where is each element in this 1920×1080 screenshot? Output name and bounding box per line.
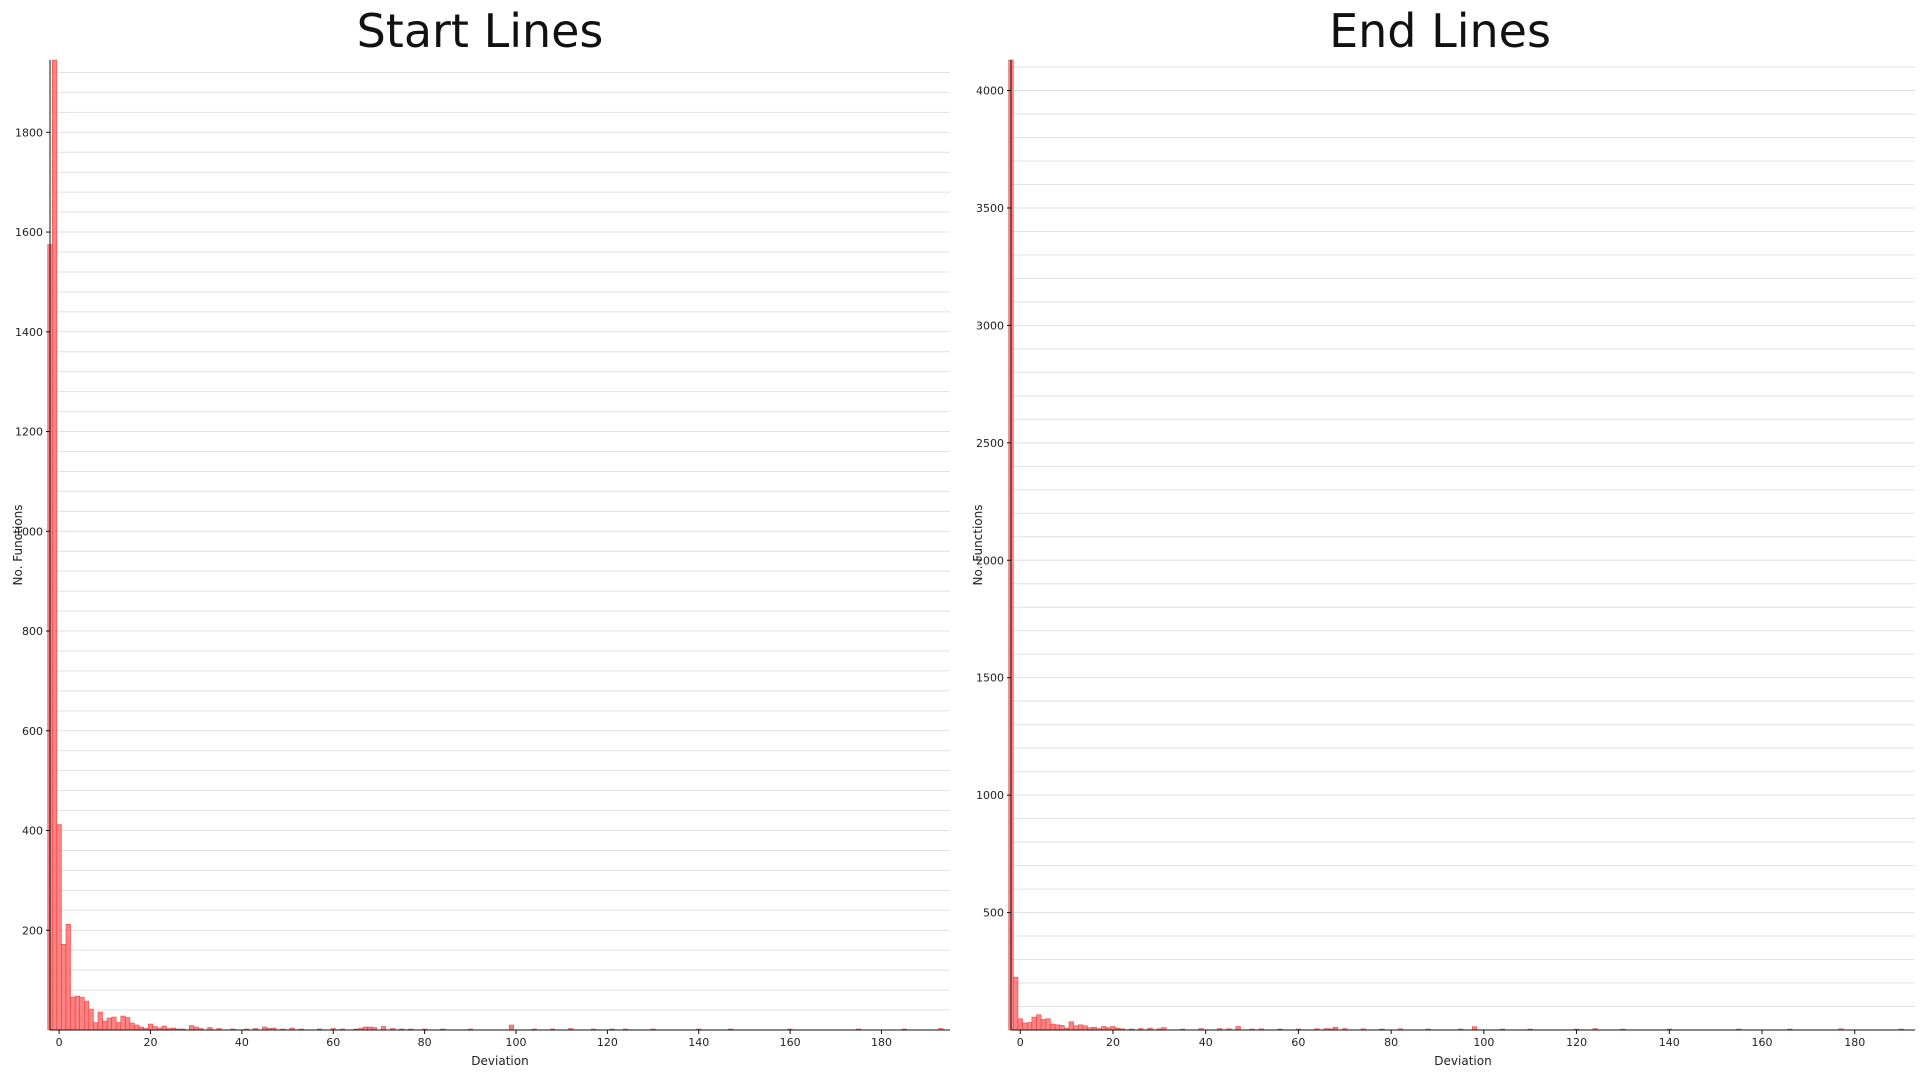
- histogram-bar: [93, 1022, 99, 1031]
- histogram-bar: [161, 1025, 167, 1031]
- y-tick-label: 1600: [15, 226, 43, 239]
- histogram-bar: [65, 924, 71, 1031]
- histogram-bar: [134, 1024, 140, 1031]
- histogram-bar: [79, 996, 85, 1031]
- y-axis-label: No. Functions: [11, 504, 25, 585]
- x-tick-label: 40: [235, 1036, 249, 1049]
- x-tick-label: 160: [1752, 1036, 1773, 1049]
- chart-title: Start Lines: [356, 4, 604, 58]
- y-tick-label: 1400: [15, 326, 43, 339]
- y-axis-label: No. Functions: [971, 504, 985, 585]
- histogram-bar: [1013, 976, 1019, 1031]
- histogram-bar: [1036, 1014, 1042, 1031]
- x-tick-label: 0: [1017, 1036, 1024, 1049]
- x-tick-label: 180: [1844, 1036, 1865, 1049]
- histogram-bar: [1017, 1018, 1023, 1031]
- histogram-bar: [120, 1015, 126, 1031]
- histogram-bar: [125, 1017, 131, 1031]
- y-tick-label: 1800: [15, 126, 43, 139]
- x-tick-label: 0: [56, 1036, 63, 1049]
- y-tick-label: 400: [22, 825, 43, 838]
- histogram-bar: [189, 1025, 195, 1031]
- x-tick-label: 20: [144, 1036, 158, 1049]
- y-tick-label: 3500: [976, 202, 1004, 215]
- histogram-bar: [1110, 1026, 1116, 1031]
- histogram-bar: [129, 1022, 135, 1031]
- histogram-bar: [152, 1026, 158, 1031]
- start-lines-panel: Start Lines 200 400 600 800 1000 1200 1400 1600…: [11, 4, 950, 1068]
- histogram-bar: [1026, 1022, 1033, 1031]
- y-tick-label: 200: [22, 924, 43, 937]
- x-tick-label: 120: [1566, 1036, 1587, 1049]
- histogram-bar: [508, 1024, 514, 1031]
- x-tick-label: 160: [780, 1036, 801, 1049]
- x-axis-label: Deviation: [1434, 1054, 1491, 1068]
- histogram-bar: [56, 824, 62, 1031]
- x-tick-label: 100: [1473, 1036, 1494, 1049]
- histogram-bar: [115, 1022, 122, 1031]
- y-tick-label: 4000: [976, 85, 1004, 98]
- x-tick-label: 80: [1384, 1036, 1398, 1049]
- y-tick-label: 2000: [976, 554, 1004, 567]
- histogram-bar: [52, 59, 58, 1031]
- x-tick-label: 60: [326, 1036, 340, 1049]
- histogram-bar: [1040, 1019, 1047, 1031]
- histogram-bar: [70, 996, 76, 1031]
- histogram-bar: [1022, 1022, 1028, 1031]
- x-tick-label: 40: [1199, 1036, 1213, 1049]
- histogram-bar: [111, 1016, 117, 1031]
- histogram-bar: [1077, 1024, 1084, 1031]
- y-tick-label: 1000: [976, 789, 1004, 802]
- y-tick-label: 2500: [976, 437, 1004, 450]
- y-tick-label: 600: [22, 725, 43, 738]
- histogram-bar: [106, 1017, 112, 1031]
- x-tick-label: 100: [505, 1036, 526, 1049]
- histogram-bar: [1054, 1024, 1060, 1031]
- y-tick-label: 1000: [15, 525, 43, 538]
- histogram-bar: [1235, 1026, 1241, 1031]
- histogram-bar: [61, 943, 67, 1031]
- y-tick-label: 1200: [15, 426, 43, 439]
- x-tick-label: 120: [597, 1036, 618, 1049]
- y-tick-label: 800: [22, 625, 43, 638]
- histogram-bar: [97, 1011, 103, 1031]
- histogram-bar: [1059, 1025, 1065, 1031]
- x-tick-label: 140: [1659, 1036, 1680, 1049]
- histogram-bar: [380, 1026, 387, 1031]
- histogram-bar: [84, 1000, 90, 1031]
- x-tick-label: 60: [1291, 1036, 1305, 1049]
- x-tick-label: 80: [418, 1036, 432, 1049]
- histogram-bar: [88, 1008, 94, 1031]
- y-tick-label: 500: [983, 907, 1004, 920]
- histogram-bar: [147, 1023, 154, 1031]
- chart-title: End Lines: [1329, 4, 1551, 58]
- histogram-bar: [1045, 1018, 1051, 1031]
- y-tick-label: 3000: [976, 319, 1004, 332]
- x-tick-label: 180: [871, 1036, 892, 1049]
- histogram-bar: [1073, 1025, 1079, 1031]
- x-tick-label: 20: [1106, 1036, 1120, 1049]
- y-tick-label: 1500: [976, 672, 1004, 685]
- histogram-bar: [102, 1020, 108, 1031]
- histogram-bar: [1101, 1026, 1107, 1031]
- x-tick-label: 140: [688, 1036, 709, 1049]
- histogram-bar: [1050, 1023, 1056, 1031]
- histogram-bar: [1068, 1021, 1074, 1031]
- x-axis-label: Deviation: [471, 1054, 528, 1068]
- histogram-bar: [1082, 1025, 1088, 1031]
- start-lines-histogram: 200 400 600 800 1000 1200 1400 1600 1800 0 20 40 60 8…: [11, 59, 950, 1068]
- histogram-bar: [1031, 1016, 1037, 1031]
- end-lines-panel: End Lines 500 1000 1500 2000 2500 3000 3500 400…: [960, 0, 1920, 1080]
- end-lines-histogram: 500 1000 1500 2000 2500 3000 3500 4000 0 20 40 60 80…: [971, 59, 1915, 1068]
- histogram-bar: [74, 995, 80, 1031]
